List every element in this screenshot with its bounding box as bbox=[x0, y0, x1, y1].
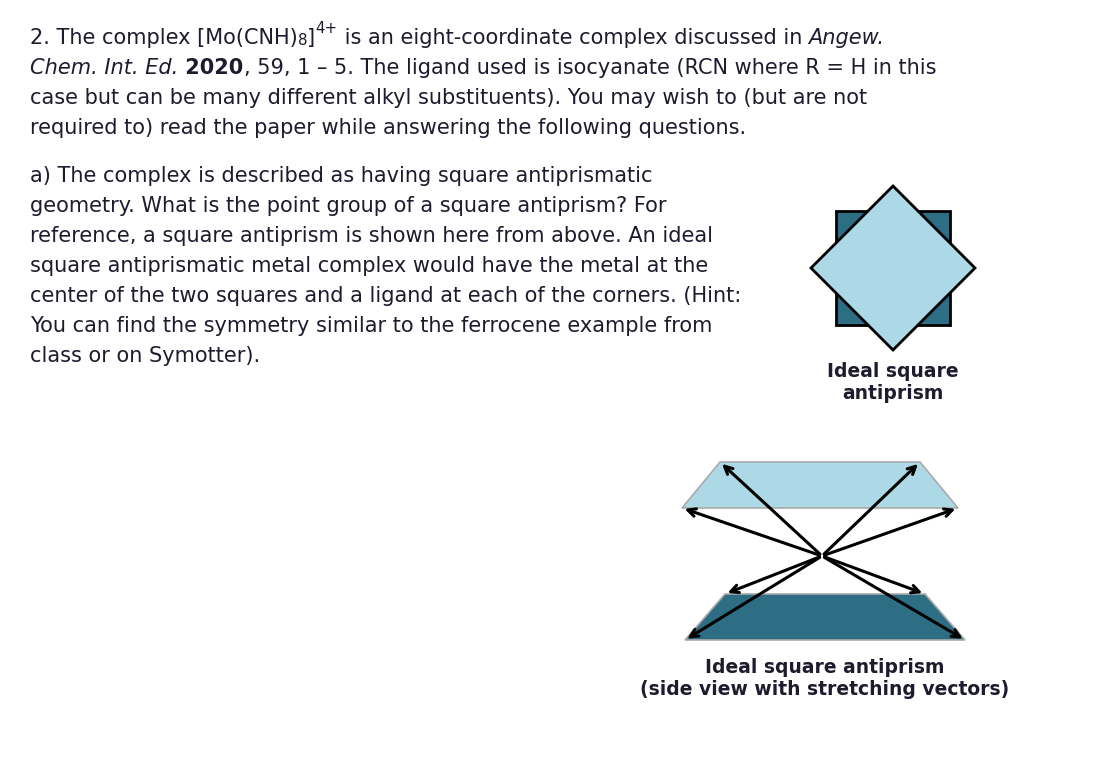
Text: Ideal square
antiprism: Ideal square antiprism bbox=[828, 362, 959, 403]
Polygon shape bbox=[685, 594, 965, 640]
Text: case but can be many different alkyl substituents). You may wish to (but are not: case but can be many different alkyl sub… bbox=[30, 88, 867, 108]
Text: geometry. What is the point group of a square antiprism? For: geometry. What is the point group of a s… bbox=[30, 196, 667, 216]
Text: Chem. Int. Ed.: Chem. Int. Ed. bbox=[30, 58, 178, 78]
Text: a) The complex is described as having square antiprismatic: a) The complex is described as having sq… bbox=[30, 166, 652, 186]
Text: is an eight-coordinate complex discussed in: is an eight-coordinate complex discussed… bbox=[338, 28, 809, 48]
Text: Ideal square antiprism
(side view with stretching vectors): Ideal square antiprism (side view with s… bbox=[640, 658, 1010, 699]
Polygon shape bbox=[811, 186, 975, 350]
Text: center of the two squares and a ligand at each of the corners. (Hint:: center of the two squares and a ligand a… bbox=[30, 286, 741, 306]
Text: 8: 8 bbox=[298, 33, 308, 48]
Text: Angew.: Angew. bbox=[809, 28, 884, 48]
Polygon shape bbox=[682, 462, 958, 508]
Text: ]: ] bbox=[308, 28, 316, 48]
Polygon shape bbox=[835, 211, 950, 325]
Text: required to) read the paper while answering the following questions.: required to) read the paper while answer… bbox=[30, 118, 747, 138]
Text: reference, a square antiprism is shown here from above. An ideal: reference, a square antiprism is shown h… bbox=[30, 226, 713, 246]
Text: 2020: 2020 bbox=[178, 58, 243, 78]
Text: square antiprismatic metal complex would have the metal at the: square antiprismatic metal complex would… bbox=[30, 256, 708, 276]
Text: , 59, 1 – 5. The ligand used is isocyanate (RCN where R = H in this: , 59, 1 – 5. The ligand used is isocyana… bbox=[243, 58, 935, 78]
Text: 2. The complex [Mo(CNH): 2. The complex [Mo(CNH) bbox=[30, 28, 298, 48]
Text: class or on Symotter).: class or on Symotter). bbox=[30, 346, 260, 366]
Text: You can find the symmetry similar to the ferrocene example from: You can find the symmetry similar to the… bbox=[30, 316, 712, 336]
Text: 4+: 4+ bbox=[316, 21, 338, 36]
